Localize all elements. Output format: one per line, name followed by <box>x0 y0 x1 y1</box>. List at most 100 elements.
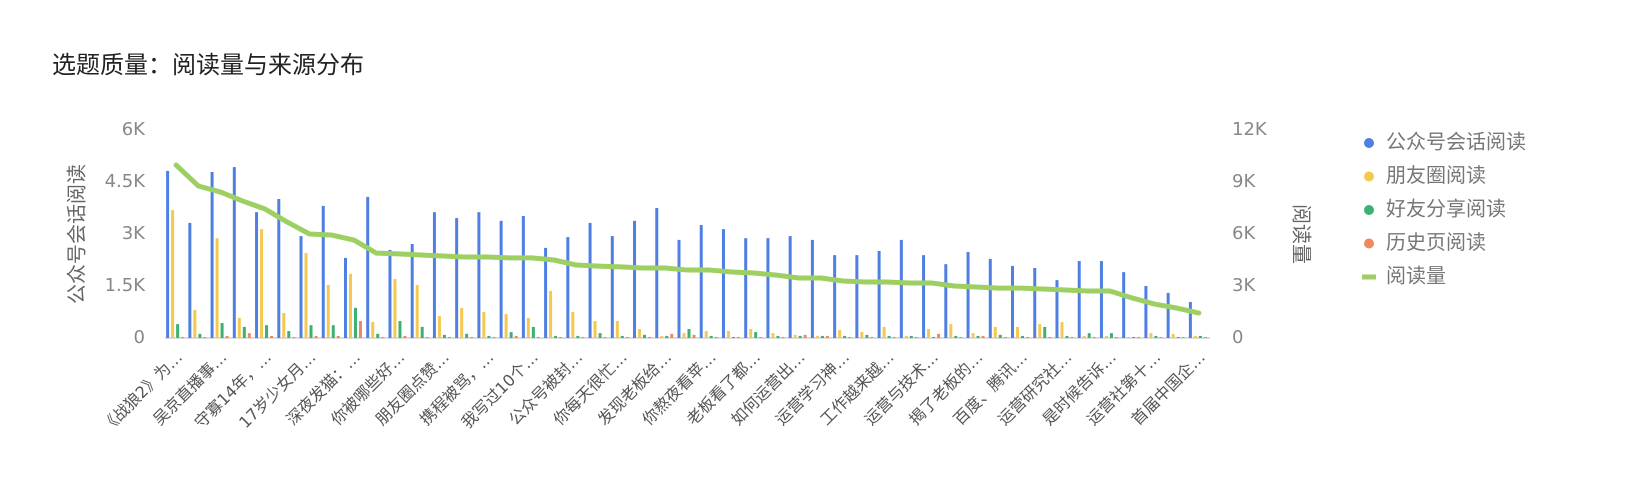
bar <box>1171 333 1175 338</box>
bar <box>776 335 780 338</box>
bar <box>788 236 792 338</box>
bar <box>242 326 246 338</box>
bar <box>492 336 496 338</box>
bar <box>188 222 192 338</box>
legend-marker <box>1364 205 1374 215</box>
bar <box>655 208 659 338</box>
bar <box>1166 292 1170 338</box>
bar <box>899 239 903 338</box>
bar <box>215 238 219 338</box>
bar <box>1198 335 1202 338</box>
bar <box>1060 322 1064 338</box>
bar <box>554 335 558 338</box>
bar <box>1104 335 1108 338</box>
bar <box>455 218 459 338</box>
bar <box>709 335 713 338</box>
bar <box>643 334 647 338</box>
bar <box>331 325 335 338</box>
bar <box>848 336 852 338</box>
bar <box>1159 336 1163 338</box>
bar <box>432 212 436 338</box>
bar <box>287 331 291 338</box>
bar <box>887 335 891 338</box>
bar <box>465 333 469 338</box>
bar <box>343 257 347 338</box>
bar <box>398 321 402 338</box>
bar <box>559 336 563 338</box>
y-axis-label: 公众号会话阅读 <box>65 164 89 304</box>
chart-title: 选题质量：阅读量与来源分布 <box>52 51 364 79</box>
bar <box>514 335 518 338</box>
bar <box>754 332 758 338</box>
bar <box>1181 336 1185 338</box>
bar <box>1003 336 1007 338</box>
bar <box>993 326 997 338</box>
bar <box>336 335 340 338</box>
bar <box>1021 335 1025 338</box>
bar <box>504 314 508 338</box>
bar <box>971 333 975 338</box>
y-tick-label: 3K <box>122 223 146 244</box>
bar <box>966 252 970 338</box>
bar <box>1144 286 1148 338</box>
bar <box>566 237 570 338</box>
legend-marker <box>1364 171 1374 182</box>
bar <box>410 244 414 338</box>
bar <box>820 335 824 338</box>
bar <box>521 215 525 338</box>
bar <box>225 335 229 338</box>
bar <box>949 324 953 338</box>
bar <box>403 335 407 338</box>
bar <box>353 307 357 338</box>
y2-tick-label: 12K <box>1232 119 1268 140</box>
bar <box>825 335 829 338</box>
bar <box>171 210 175 338</box>
bar <box>909 335 913 338</box>
bar <box>1070 336 1074 338</box>
legend-marker <box>1364 138 1374 148</box>
bar <box>892 336 896 338</box>
bar <box>1132 336 1136 338</box>
bar <box>388 249 392 338</box>
bar <box>803 334 807 338</box>
bar <box>499 220 503 338</box>
bar <box>726 331 730 338</box>
y-tick-label: 1.5K <box>105 275 147 296</box>
bar <box>1193 335 1197 338</box>
bar <box>1011 265 1015 338</box>
bar <box>1082 335 1086 338</box>
bar <box>1203 336 1207 338</box>
bar <box>714 336 718 338</box>
bar <box>371 322 375 338</box>
bar <box>860 332 864 338</box>
bar <box>509 332 513 338</box>
bar <box>665 335 669 338</box>
bar <box>321 205 325 338</box>
legend-label: 历史页阅读 <box>1386 230 1486 254</box>
bar <box>677 239 681 338</box>
bar <box>203 336 207 338</box>
bar <box>442 334 446 338</box>
bar <box>914 336 918 338</box>
bar <box>1137 336 1141 338</box>
bar <box>954 335 958 338</box>
bar <box>998 334 1002 338</box>
bar <box>487 335 491 338</box>
y-tick-label: 4.5K <box>105 171 147 192</box>
bar <box>270 335 274 338</box>
bar <box>670 333 674 338</box>
bar <box>704 331 708 338</box>
bar <box>531 326 535 338</box>
bar <box>299 236 303 338</box>
bar <box>927 328 931 338</box>
bar <box>593 321 597 338</box>
bar <box>620 335 624 338</box>
bar <box>292 336 296 338</box>
bar <box>1026 336 1030 338</box>
bar <box>470 336 474 338</box>
y2-axis-label: 阅读量 <box>1290 204 1314 264</box>
bar <box>348 273 352 338</box>
bar <box>314 335 318 338</box>
bar <box>1109 333 1113 338</box>
